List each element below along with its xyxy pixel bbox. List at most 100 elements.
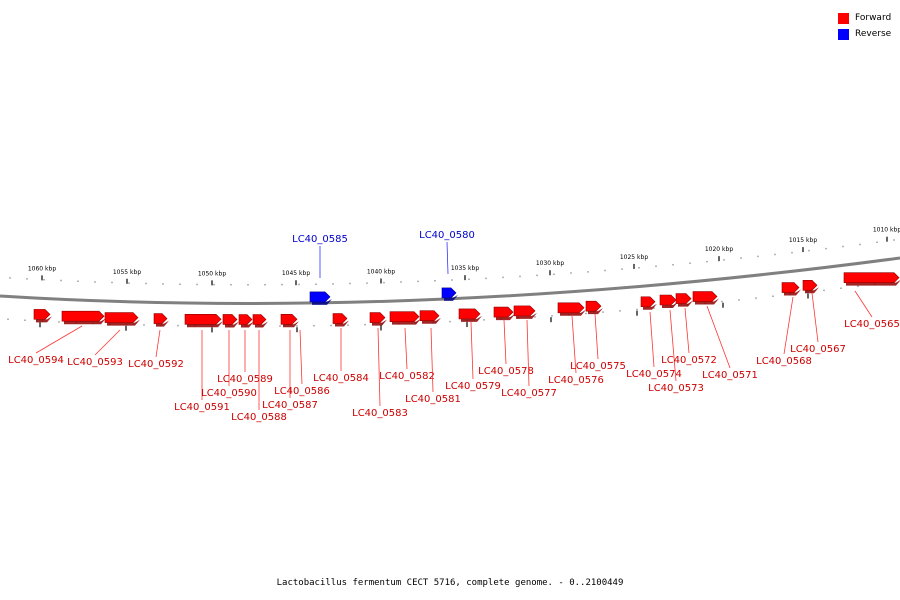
- gene-arrow-lc40-0580[interactable]: [441, 287, 457, 299]
- gene-label-lc40-0591[interactable]: LC40_0591: [174, 402, 230, 413]
- gene-label-leader: [649, 311, 655, 368]
- gene-label-lc40-0578[interactable]: LC40_0578: [478, 366, 534, 377]
- gene-arrow-lc40-0565[interactable]: [843, 272, 900, 283]
- gene-label-leader: [594, 313, 599, 360]
- scale-tick-label: 1015 kbp: [789, 237, 817, 244]
- gene-label-leader: [35, 325, 83, 354]
- gene-label-lc40-0583[interactable]: LC40_0583: [352, 408, 408, 419]
- gene-arrow-lc40-0579[interactable]: [458, 308, 481, 320]
- gene-labels: LC40_0594 LC40_0593 LC40_0592LC40_0591LC40…: [8, 230, 900, 423]
- legend-forward-label: Forward: [855, 13, 892, 23]
- gene-label-lc40-0585[interactable]: LC40_0585: [292, 234, 348, 245]
- gene-arrow-lc40-0578[interactable]: [493, 306, 514, 318]
- legend-reverse: Reverse: [838, 26, 898, 42]
- gene-arrow-lc40-0588[interactable]: [238, 314, 253, 325]
- scale-tick-label: 1060 kbp: [28, 265, 56, 272]
- gene-arrow-lc40-0592[interactable]: [104, 312, 139, 323]
- gene-arrow-lc40-0572[interactable]: [675, 293, 692, 304]
- scale-tick-label: 1035 kbp: [451, 265, 479, 272]
- gene-arrow-lc40-0577[interactable]: [513, 305, 536, 317]
- legend-forward: Forward: [838, 10, 898, 26]
- gene-arrow-lc40-0567[interactable]: [802, 279, 818, 291]
- gene-arrow-lc40-0591[interactable]: [153, 313, 168, 324]
- gene-label-leader: [854, 290, 873, 318]
- gene-label-lc40-0571[interactable]: LC40_0571: [702, 370, 758, 381]
- gene-arrow-lc40-0581[interactable]: [419, 310, 440, 322]
- gene-label-leader: [571, 315, 577, 374]
- gene-arrow-lc40-0568[interactable]: [781, 282, 800, 293]
- gene-arrow-lc40-0575[interactable]: [585, 300, 602, 312]
- gene-label-lc40-0567[interactable]: LC40_0567: [790, 344, 846, 355]
- gene-label-lc40-0586[interactable]: LC40_0586: [274, 386, 330, 397]
- legend: Forward Reverse: [838, 10, 898, 42]
- gene-arrow-lc40-0589[interactable]: [222, 314, 238, 325]
- gene-label-lc40-0577[interactable]: LC40_0577: [501, 388, 557, 399]
- gene-arrow-lc40-0594[interactable]: [33, 309, 51, 320]
- gene-track: [33, 272, 900, 328]
- gene-label-leader: [430, 327, 434, 393]
- gene-arrow-lc40-0573[interactable]: [659, 294, 677, 306]
- gene-label-lc40-0593[interactable]: LC40_0593: [67, 357, 123, 368]
- gene-label-lc40-0587[interactable]: LC40_0587: [262, 400, 318, 411]
- gene-arrow-lc40-0584[interactable]: [332, 313, 348, 324]
- scale-tick-label: 1030 kbp: [536, 260, 564, 267]
- gene-label-leader: [446, 241, 449, 275]
- gene-arrow-lc40-0571[interactable]: [692, 291, 718, 302]
- gene-label-leader: [377, 327, 381, 407]
- gene-label-leader: [155, 329, 161, 358]
- gene-arrow-lc40-0586[interactable]: [280, 314, 298, 325]
- gene-label-lc40-0579[interactable]: LC40_0579: [445, 381, 501, 392]
- gene-label-lc40-0582[interactable]: LC40_0582: [379, 371, 435, 382]
- gene-label-leader: [684, 307, 690, 354]
- gene-label-leader: [526, 319, 530, 387]
- gene-label-lc40-0572[interactable]: LC40_0572: [661, 355, 717, 366]
- gene-label-lc40-0592[interactable]: LC40_0592: [128, 359, 184, 370]
- gene-label-leader: [811, 292, 819, 343]
- scale-ruler: 1060 kbp 1055 kbp 1050 kbp 1045 kbp 1040 kbp…: [7, 227, 900, 333]
- gene-arrow-lc40-0576[interactable]: [557, 302, 585, 314]
- legend-reverse-label: Reverse: [855, 29, 892, 39]
- gene-label-lc40-0565[interactable]: LC40_0565: [844, 319, 900, 330]
- scale-tick-label: 1040 kbp: [367, 268, 395, 275]
- gene-label-lc40-0581[interactable]: LC40_0581: [405, 394, 461, 405]
- gene-label-lc40-0568[interactable]: LC40_0568: [756, 356, 812, 367]
- gene-label-lc40-0584[interactable]: LC40_0584: [313, 373, 369, 384]
- forward-swatch: [838, 12, 849, 24]
- scale-tick-label: 1025 kbp: [620, 254, 648, 261]
- gene-arrow-lc40-0593[interactable]: [61, 310, 105, 322]
- scale-tick-label: 1020 kbp: [705, 246, 733, 253]
- gene-arrow-shadow: [255, 321, 268, 328]
- gene-label-lc40-0575[interactable]: LC40_0575: [570, 361, 626, 372]
- scale-tick-label: 1055 kbp: [113, 269, 141, 276]
- gene-label-lc40-0589[interactable]: LC40_0589: [217, 374, 273, 385]
- scale-tick-label: 1045 kbp: [282, 270, 310, 277]
- scale-tick-label: 1050 kbp: [198, 270, 226, 277]
- gene-label-lc40-0580[interactable]: LC40_0580: [419, 230, 475, 241]
- map-caption: Lactobacillus fermentum CECT 5716, compl…: [276, 578, 624, 588]
- gene-arrow-lc40-0590[interactable]: [184, 313, 222, 325]
- gene-label-lc40-0588[interactable]: LC40_0588: [231, 412, 287, 423]
- gene-label-lc40-0573[interactable]: LC40_0573: [648, 383, 704, 394]
- gene-label-leader: [94, 329, 121, 356]
- gene-label-leader: [783, 296, 794, 355]
- scale-tick-label: 1010 kbp: [873, 227, 900, 234]
- gene-arrow-lc40-0583[interactable]: [369, 312, 386, 323]
- gene-arrow-lc40-0574[interactable]: [640, 296, 656, 308]
- gene-arrow-shadow: [156, 320, 169, 327]
- genome-backbone: [0, 256, 900, 306]
- gene-arrow-shadow: [241, 321, 254, 328]
- gene-label-lc40-0574[interactable]: LC40_0574: [626, 369, 682, 380]
- gene-arrow-lc40-0582[interactable]: [389, 311, 420, 322]
- gene-label-lc40-0594[interactable]: LC40_0594: [8, 355, 64, 366]
- gene-arrow-lc40-0587[interactable]: [252, 314, 267, 325]
- gene-label-leader: [404, 327, 408, 370]
- reverse-swatch: [838, 28, 849, 40]
- gene-label-lc40-0576[interactable]: LC40_0576: [548, 375, 604, 386]
- gene-arrow-lc40-0585[interactable]: [309, 291, 331, 303]
- gene-label-leader: [503, 319, 507, 365]
- gene-label-leader: [706, 305, 731, 369]
- gene-label-leader: [470, 321, 474, 380]
- gene-label-leader: [669, 309, 677, 382]
- gene-label-lc40-0590[interactable]: LC40_0590: [201, 388, 257, 399]
